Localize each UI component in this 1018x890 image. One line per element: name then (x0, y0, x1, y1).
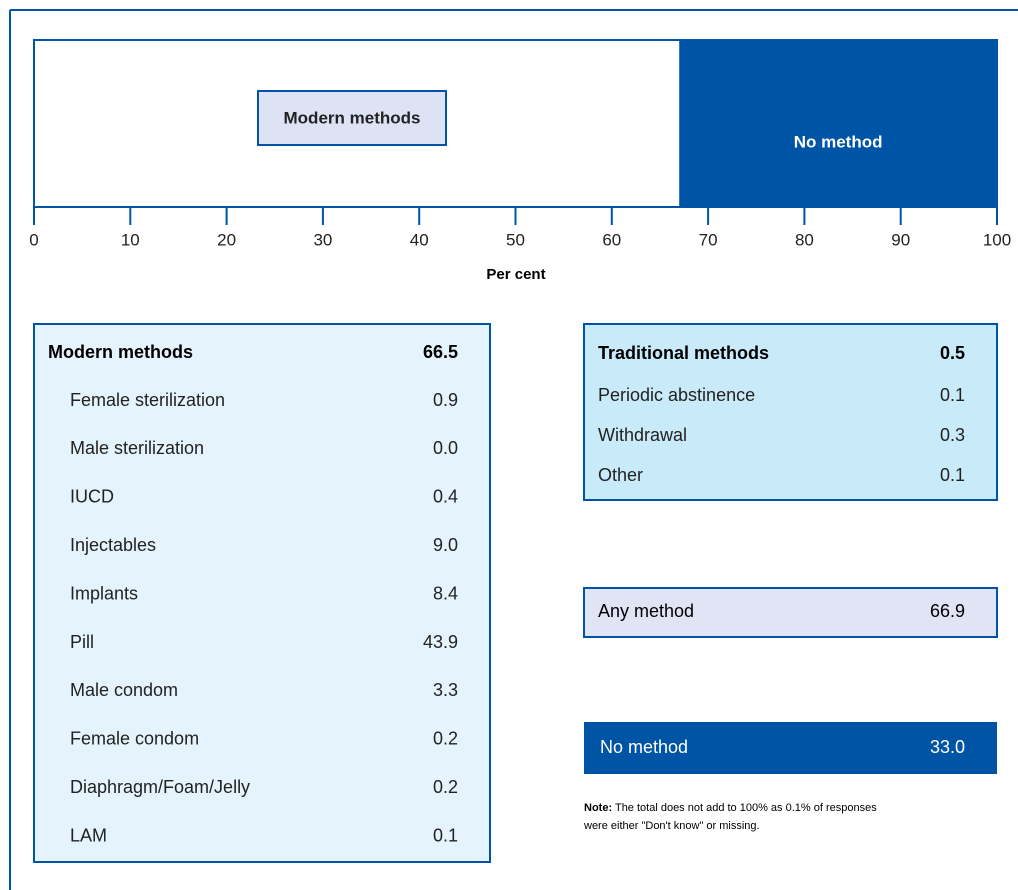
x-tick-label: 90 (891, 230, 910, 249)
segment-label: No method (794, 132, 883, 151)
x-tick-label: 80 (795, 230, 814, 249)
modern-row-label: Male sterilization (70, 438, 204, 458)
modern-total: 66.5 (423, 342, 458, 362)
modern-row-label: Male condom (70, 680, 178, 700)
bar-group (34, 40, 997, 207)
traditional-total: 0.5 (940, 343, 965, 363)
traditional-row-label: Periodic abstinence (598, 385, 755, 405)
x-axis-label: Per cent (486, 266, 545, 283)
x-tick-label: 70 (699, 230, 718, 249)
traditional-box (583, 323, 998, 501)
traditional-row-value: 0.1 (940, 385, 965, 405)
modern-row-value: 0.2 (433, 729, 458, 749)
modern-row-value: 0.4 (433, 487, 458, 507)
note-text: The total does not add to 100% as 0.1% o… (615, 802, 877, 814)
traditional-row-value: 0.1 (940, 465, 965, 485)
modern-row-value: 9.0 (433, 535, 458, 555)
modern-row-value: 43.9 (423, 632, 458, 652)
x-tick-label: 50 (506, 230, 525, 249)
traditional-row-label: Other (598, 465, 643, 485)
bar-segment (679, 40, 997, 207)
traditional-heading: Traditional methods (598, 343, 769, 363)
any-method-value: 66.9 (930, 601, 965, 621)
x-tick-label: 100 (983, 230, 1011, 249)
modern-row-value: 0.1 (433, 825, 458, 845)
any-method-box (583, 587, 998, 638)
modern-row-label: LAM (70, 825, 107, 845)
modern-row-label: Injectables (70, 535, 156, 555)
modern-box (33, 323, 491, 863)
modern-row-value: 8.4 (433, 583, 458, 603)
no-method-label: No method (600, 737, 688, 757)
modern-row-label: Implants (70, 583, 138, 603)
modern-row-value: 0.2 (433, 777, 458, 797)
modern-heading: Modern methods (48, 342, 193, 362)
note-text2: were either "Don't know" or missing. (583, 820, 760, 832)
modern-row-label: Pill (70, 632, 94, 652)
no-method-value: 33.0 (930, 737, 965, 757)
modern-row-value: 0.0 (433, 438, 458, 458)
x-tick-label: 30 (313, 230, 332, 249)
x-tick-label: 0 (29, 230, 38, 249)
x-tick-label: 20 (217, 230, 236, 249)
note-heading: Note: (584, 802, 612, 814)
x-tick-label: 10 (121, 230, 140, 249)
bar-segment (674, 40, 680, 207)
modern-row-value: 3.3 (433, 680, 458, 700)
modern-row-value: 0.9 (433, 390, 458, 410)
modern-row-label: IUCD (70, 487, 114, 507)
x-tick-label: 40 (410, 230, 429, 249)
modern-row-label: Diaphragm/Foam/Jelly (70, 777, 250, 797)
segment-label: Modern methods (284, 108, 421, 127)
note-line: Note: The total does not add to 100% as … (584, 802, 877, 814)
modern-row-label: Female condom (70, 729, 199, 749)
segment-label-box (257, 90, 447, 146)
any-method-label: Any method (598, 601, 694, 621)
traditional-row-label: Withdrawal (598, 425, 687, 445)
no-method-box (584, 722, 997, 774)
modern-row-label: Female sterilization (70, 390, 225, 410)
traditional-row-value: 0.3 (940, 425, 965, 445)
x-tick-label: 60 (602, 230, 621, 249)
